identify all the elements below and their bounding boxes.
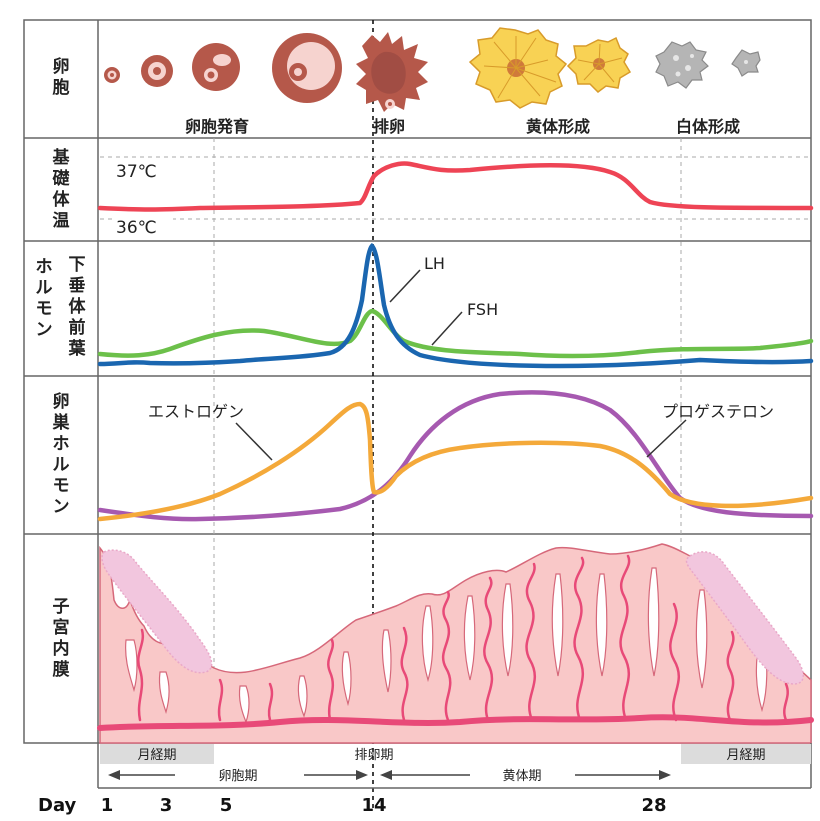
follicle-stages: 卵胞発育 排卵 黄体形成 白体形成 [104,27,761,136]
day-tick: 28 [641,795,666,816]
row-label-char: 前 [69,317,86,338]
luteal-phase-arrow [380,770,671,780]
fsh-curve [97,308,814,359]
row-label-char: モ [53,476,70,496]
phase-label-follicle-development: 卵胞発育 [185,117,249,136]
row-label-char: 卵 [53,56,70,77]
follicle-primary [141,55,173,87]
row-label-char: ン [36,320,53,340]
day-tick: 14 [361,795,386,816]
temp-label-36: 36℃ [116,218,157,238]
row-label-pituitary: ホ ル モ ン 下 垂 体 前 葉 [36,255,87,359]
row-label-char: ホ [53,434,70,454]
row-label-char: ホ [36,257,53,277]
row-label-follicle: 卵 胞 [53,56,70,98]
day-tick: 3 [160,795,173,816]
temperature-chart: 37℃ 36℃ [97,156,814,238]
coiled-glands [137,554,789,722]
menstruation-bar-end [681,744,811,764]
row-label-endometrium: 子 宮 内 膜 [53,597,70,680]
progesterone-curve [97,390,814,522]
phase-label-ovulation: 排卵 [373,117,405,136]
follicle-ruptured [356,32,428,112]
progesterone-label: プロゲステロン [662,402,774,421]
row-label-char: 胞 [53,77,70,98]
row-label-char: 体 [53,189,71,210]
follicular-phase-arrow [108,770,368,780]
row-label-char: 下 [69,255,86,275]
lh-curve [97,242,814,369]
day-axis: Day 1 3 5 14 28 [38,795,667,816]
temp-label-37: 37℃ [116,162,157,182]
luteal-phase-label: 黄体期 [502,769,541,784]
row-label-char: 基 [52,147,71,168]
corpus-albicans-small [731,49,761,77]
endometrium-illustration [97,543,814,744]
fsh-leader-line [431,311,463,346]
ovarian-hormone-chart: エストロゲン プロゲステロン [97,390,814,522]
lh-leader-line [389,269,421,303]
corpus-albicans-large [655,41,709,89]
row-label-char: 膜 [53,659,70,680]
pituitary-hormone-chart: LH FSH [97,242,814,369]
row-label-char: 巣 [52,412,71,433]
menstruation-end-label: 月経期 [726,748,765,763]
follicle-graafian [272,33,342,103]
day-tick: 5 [220,795,233,816]
row-label-char: 子 [53,597,70,617]
shedding-tissue-end [685,551,804,685]
temperature-curve [97,161,814,212]
endometrium-layer [99,543,812,744]
lh-label: LH [424,254,445,273]
menstruation-start-label: 月経期 [137,748,176,763]
follicular-phase-label: 卵胞期 [218,769,257,784]
row-label-char: ル [36,278,53,298]
estrogen-label: エストロゲン [148,402,244,421]
phase-label-corpus-luteum: 黄体形成 [526,117,590,136]
row-label-char: 卵 [53,391,70,412]
estrogen-leader-line [235,422,273,461]
day-axis-label: Day [38,795,77,816]
corpus-luteum-large [468,27,568,109]
ovulation-period-label: 排卵期 [354,748,393,763]
row-label-char: モ [36,299,53,319]
phase-label-corpus-albicans: 白体形成 [676,117,740,136]
menstruation-bar-start [100,744,214,764]
progesterone-leader-line [646,419,687,458]
basal-artery [97,714,814,731]
fsh-label: FSH [467,300,498,319]
row-label-char: 垂 [69,276,86,296]
row-label-ovarian: 卵 巣 ホ ル モ ン [52,391,71,517]
row-label-char: ン [53,497,70,517]
row-label-char: 内 [53,638,70,659]
estrogen-curve [97,401,814,522]
day-tick: 1 [101,795,114,816]
follicle-secondary [192,43,240,91]
corpus-luteum-small [566,36,632,93]
row-label-char: 礎 [53,168,71,189]
row-label-temperature: 基 礎 体 温 [52,147,71,231]
follicle-primordial [104,67,120,83]
row-label-char: ル [53,455,70,475]
row-label-char: 体 [69,296,87,317]
row-label-char: 温 [53,211,70,231]
shedding-tissue-start [101,549,213,674]
row-label-char: 葉 [68,338,87,359]
phase-bar: 月経期 排卵期 月経期 卵胞期 黄体期 [97,743,812,789]
row-label-char: 宮 [53,617,70,638]
